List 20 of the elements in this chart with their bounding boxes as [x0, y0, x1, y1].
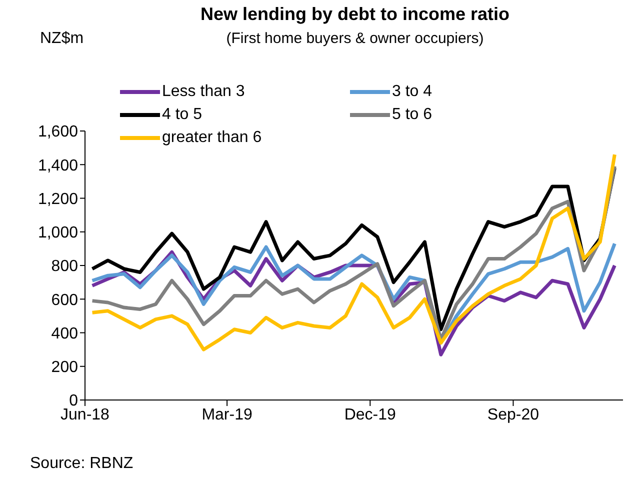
x-tick-label: Mar-19	[202, 406, 252, 424]
legend-label: greater than 6	[162, 128, 262, 146]
y-tick-label: 200	[51, 359, 78, 376]
y-tick-label: 400	[51, 325, 78, 342]
y-tick-label: 1,600	[38, 124, 78, 141]
legend-label: 3 to 4	[392, 82, 432, 100]
chart-subtitle: (First home buyers & owner occupiers)	[225, 30, 485, 47]
y-axis-title: NZ$m	[40, 30, 84, 48]
y-tick-label: 1,000	[38, 224, 78, 242]
legend-label: 5 to 6	[392, 106, 432, 124]
y-tick-label: 600	[51, 292, 78, 309]
y-tick-label: 1,200	[38, 190, 78, 208]
y-tick-label: 800	[51, 258, 78, 276]
source-note: Source: RBNZ	[30, 455, 134, 473]
x-tick-label: Sep-20	[487, 406, 540, 424]
legend-label: 4 to 5	[162, 106, 202, 124]
y-tick-label: 1,400	[38, 157, 78, 174]
legend-label: Less than 3	[162, 82, 245, 100]
x-tick-label: Dec-19	[344, 406, 396, 424]
chart-title: New lending by debt to income ratio	[199, 4, 511, 25]
